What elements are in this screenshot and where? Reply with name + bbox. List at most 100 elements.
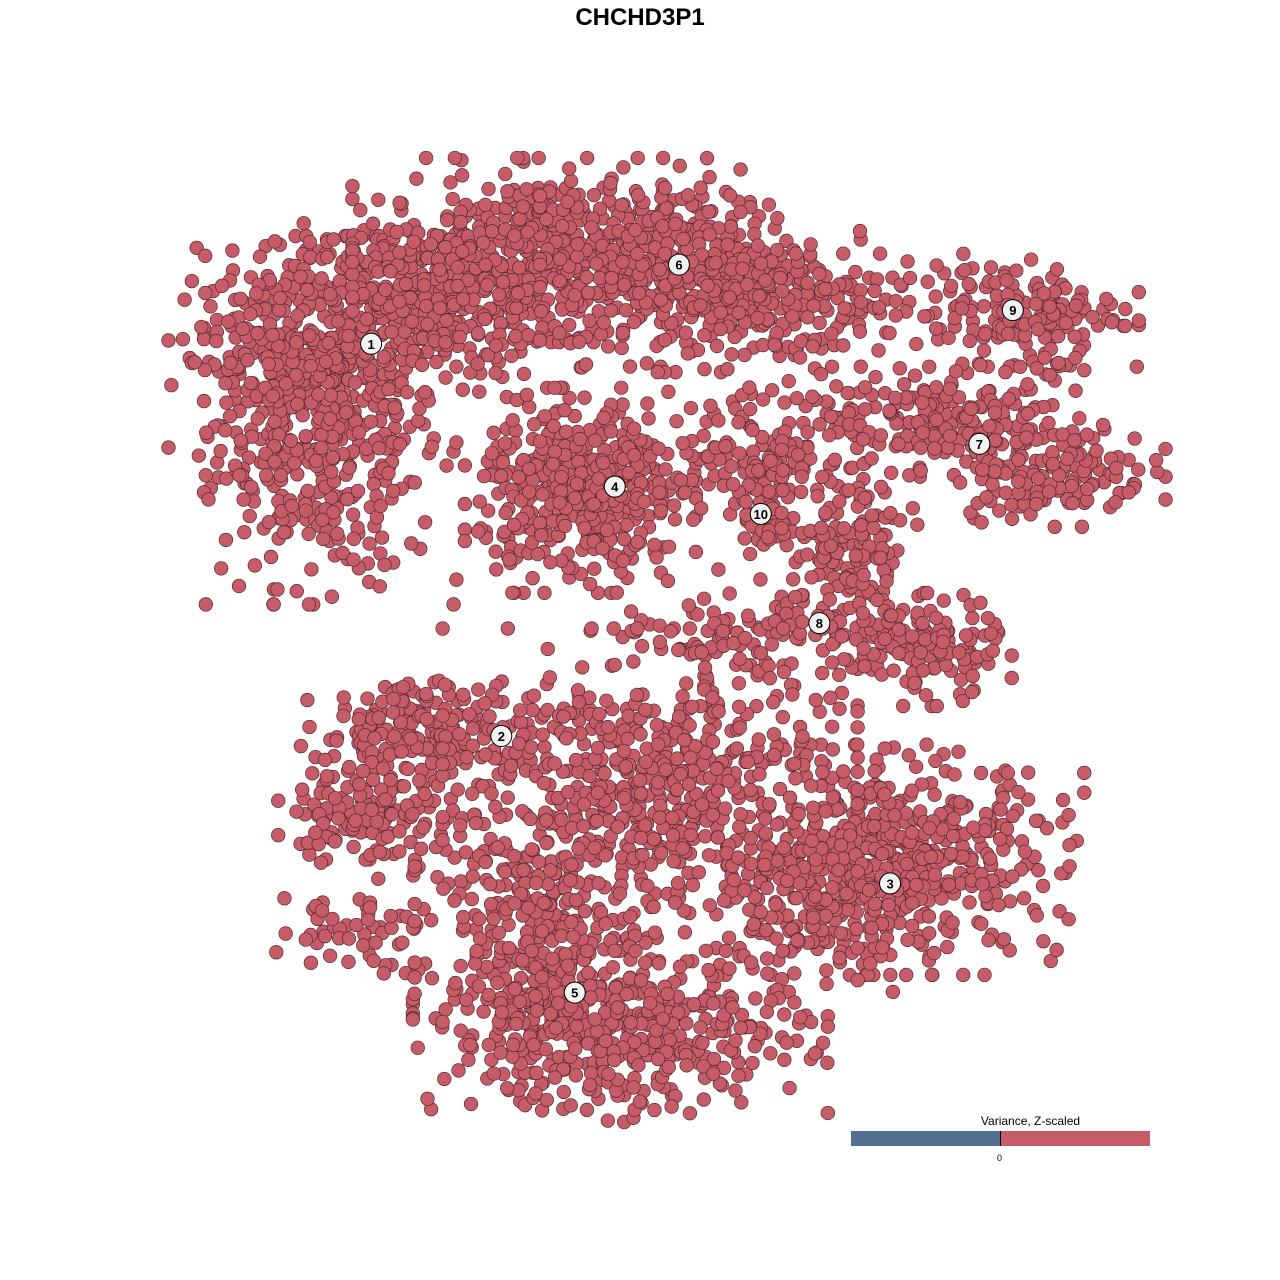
cell-point-cluster-1 bbox=[270, 582, 285, 597]
cell-point-cluster-1 bbox=[449, 359, 464, 374]
cell-point-cluster-2 bbox=[452, 727, 467, 742]
cell-point-cluster-2 bbox=[417, 786, 432, 802]
cell-point-cluster-4 bbox=[489, 562, 504, 577]
cell-point-cluster-1 bbox=[342, 460, 357, 475]
cell-point-cluster-4 bbox=[535, 487, 550, 502]
cell-point-cluster-6 bbox=[560, 194, 575, 209]
cell-point-cluster-3 bbox=[993, 802, 1008, 817]
cell-point-cluster-8 bbox=[814, 520, 829, 535]
cell-point-cluster-1 bbox=[381, 382, 396, 397]
cell-point-cluster-9 bbox=[872, 246, 888, 261]
cell-point-cluster-3 bbox=[1062, 837, 1077, 853]
cell-point-cluster-8 bbox=[896, 698, 911, 714]
cell-point-cluster-7 bbox=[1095, 417, 1111, 433]
cell-point-cluster-4 bbox=[630, 534, 645, 550]
cell-point-cluster-2 bbox=[378, 792, 393, 807]
cell-point-cluster-8 bbox=[928, 610, 944, 626]
cell-point-cluster-4 bbox=[532, 515, 548, 531]
cell-point-cluster-2 bbox=[384, 807, 399, 822]
cell-point-cluster-4 bbox=[532, 434, 548, 449]
cell-point-cluster-3 bbox=[899, 967, 914, 983]
cell-point-cluster-3 bbox=[819, 976, 834, 992]
cell-point-cluster-1 bbox=[335, 545, 350, 561]
cell-point-cluster-1 bbox=[289, 367, 304, 383]
cell-point-cluster-1 bbox=[187, 355, 202, 370]
cell-point-cluster-1 bbox=[237, 525, 252, 540]
cell-point-cluster-1 bbox=[197, 362, 213, 378]
cell-point-cluster-6 bbox=[500, 184, 515, 199]
cell-point-cluster-6 bbox=[359, 312, 374, 327]
cell-point-cluster-6 bbox=[614, 340, 629, 356]
cell-point-cluster-2 bbox=[314, 903, 330, 918]
cell-point-cluster-1 bbox=[209, 333, 224, 349]
cell-point-cluster-2 bbox=[277, 891, 292, 906]
cell-point-cluster-6 bbox=[627, 222, 643, 238]
cell-point-cluster-1 bbox=[161, 440, 176, 455]
cell-point-cluster-3 bbox=[881, 897, 896, 913]
cell-point-cluster-7 bbox=[891, 436, 906, 452]
cell-point-cluster-2 bbox=[360, 691, 375, 706]
cell-point-cluster-1 bbox=[203, 299, 218, 314]
cell-point-cluster-7 bbox=[1072, 411, 1087, 426]
cell-point-cluster-3 bbox=[978, 888, 993, 904]
cell-point-cluster-7 bbox=[813, 366, 829, 382]
cell-point-cluster-9 bbox=[1037, 350, 1052, 365]
cell-point-cluster-3 bbox=[996, 932, 1012, 947]
cell-point-cluster-2 bbox=[327, 834, 342, 849]
cell-point-cluster-9 bbox=[1030, 322, 1046, 337]
cell-point-cluster-8 bbox=[929, 698, 944, 714]
cell-point-cluster-4 bbox=[661, 539, 677, 554]
cell-point-cluster-5 bbox=[721, 930, 737, 945]
cell-point-cluster-1 bbox=[290, 308, 305, 323]
cell-point-cluster-3 bbox=[805, 800, 821, 815]
cell-point-cluster-10 bbox=[667, 512, 683, 527]
cell-point-cluster-1 bbox=[325, 450, 340, 465]
cell-point-cluster-6 bbox=[532, 257, 548, 272]
cell-point-cluster-6 bbox=[824, 326, 839, 341]
cell-point-cluster-6 bbox=[779, 233, 794, 249]
cell-point-cluster-1 bbox=[223, 355, 238, 371]
cell-point-cluster-10 bbox=[742, 546, 758, 562]
cell-point-cluster-6 bbox=[655, 150, 671, 166]
cell-point-cluster-1 bbox=[488, 338, 504, 353]
cell-point-cluster-3 bbox=[992, 831, 1008, 847]
cell-point-cluster-6 bbox=[455, 291, 471, 307]
cell-point-cluster-4 bbox=[486, 425, 501, 440]
cell-point-cluster-1 bbox=[562, 317, 577, 333]
cell-point-cluster-2 bbox=[455, 687, 471, 702]
cell-point-cluster-3 bbox=[900, 932, 915, 947]
cell-point-cluster-1 bbox=[267, 414, 282, 429]
cell-point-cluster-8 bbox=[841, 482, 856, 498]
cell-point-cluster-1 bbox=[198, 248, 213, 263]
cell-point-cluster-8 bbox=[973, 595, 988, 610]
cell-point-cluster-1 bbox=[439, 458, 454, 473]
cell-point-cluster-2 bbox=[375, 761, 391, 776]
cell-point-cluster-1 bbox=[242, 508, 257, 524]
cell-point-cluster-10 bbox=[794, 484, 809, 500]
cell-point-cluster-2 bbox=[317, 752, 333, 768]
cell-point-cluster-1 bbox=[318, 354, 334, 369]
cell-point-cluster-9 bbox=[957, 262, 972, 278]
cell-point-cluster-6 bbox=[532, 333, 548, 348]
cell-point-cluster-1 bbox=[315, 531, 331, 547]
cell-point-cluster-7 bbox=[1001, 391, 1016, 406]
cell-point-cluster-2 bbox=[293, 738, 309, 754]
cell-point-cluster-3 bbox=[962, 895, 977, 910]
cell-point-cluster-6 bbox=[383, 264, 398, 279]
cell-point-cluster-10 bbox=[751, 463, 766, 478]
cell-point-cluster-9 bbox=[1013, 359, 1028, 374]
cell-point-cluster-7 bbox=[973, 357, 988, 373]
cell-point-cluster-3 bbox=[940, 939, 955, 955]
cell-point-cluster-7 bbox=[1011, 474, 1026, 489]
cell-point-cluster-6 bbox=[680, 346, 695, 361]
cell-point-cluster-3 bbox=[1029, 908, 1044, 923]
cell-point-cluster-6 bbox=[616, 160, 631, 175]
cell-point-cluster-6 bbox=[603, 303, 619, 318]
cell-point-cluster-6 bbox=[418, 150, 434, 166]
cell-point-cluster-3 bbox=[825, 880, 840, 895]
cell-point-cluster-2 bbox=[414, 841, 429, 856]
cell-point-cluster-3 bbox=[1017, 844, 1033, 859]
cell-point-cluster-9 bbox=[1129, 359, 1144, 374]
cell-point-cluster-6 bbox=[510, 150, 525, 166]
cell-point-cluster-6 bbox=[447, 150, 462, 166]
